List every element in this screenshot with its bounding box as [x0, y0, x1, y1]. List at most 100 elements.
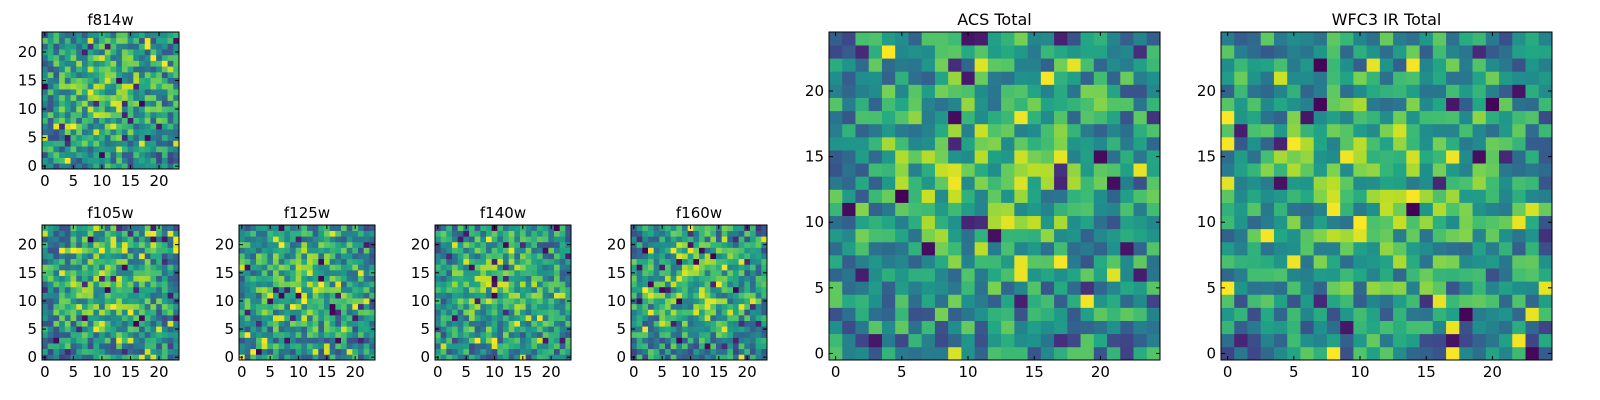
heatmap-cell [81, 326, 89, 333]
heatmap-cell [531, 247, 538, 254]
heatmap-cell [687, 247, 694, 254]
heatmap-cell [1234, 215, 1248, 230]
heatmap-cell [346, 343, 353, 350]
heatmap-cell [653, 225, 660, 231]
heatmap-cell [1260, 163, 1275, 177]
heatmap-cell [116, 129, 123, 136]
heatmap-cell [744, 315, 751, 321]
heatmap-cell [150, 309, 157, 316]
heatmap-cell [87, 320, 94, 327]
heatmap-cell [463, 253, 470, 260]
heatmap-cell [486, 298, 493, 305]
heatmap-cell [1093, 189, 1108, 203]
heatmap-cell [250, 326, 257, 333]
heatmap-cell [1054, 307, 1068, 321]
heatmap-cell [1485, 84, 1500, 98]
heatmap-cell [682, 303, 689, 310]
heatmap-cell [1472, 268, 1487, 282]
heatmap-cell [64, 253, 71, 260]
heatmap-cell [1133, 97, 1148, 112]
heatmap-cell [307, 343, 314, 350]
heatmap-cell [948, 71, 962, 85]
heatmap-cell [1234, 97, 1248, 112]
heatmap-cell [1472, 58, 1487, 72]
heatmap-cell [1538, 346, 1553, 361]
heatmap-cell [1133, 58, 1148, 72]
heatmap-cell [81, 134, 89, 141]
heatmap-cell [99, 258, 106, 265]
heatmap-cell [99, 117, 106, 124]
heatmap-cell [161, 247, 168, 254]
heatmap-cell [440, 348, 447, 355]
heatmap-cell [42, 292, 49, 299]
heatmap-cell [855, 333, 870, 348]
heatmap-cell [934, 215, 949, 230]
heatmap-cell [1300, 32, 1315, 46]
heatmap-cell [1247, 123, 1262, 138]
heatmap-cell [127, 286, 134, 293]
heatmap-cell [87, 134, 94, 141]
heatmap-cell [1067, 58, 1081, 72]
heatmap-cell [508, 331, 515, 338]
heatmap-cell [636, 236, 643, 243]
heatmap-cell [565, 264, 572, 271]
heatmap-cell [53, 225, 60, 231]
heatmap-cell [278, 320, 285, 327]
heatmap-cell [42, 309, 49, 316]
heatmap-cell [341, 354, 348, 361]
heatmap-cell [1459, 320, 1473, 335]
heatmap-cell [699, 337, 706, 344]
heatmap-cell [133, 94, 140, 101]
heatmap-cell [161, 320, 168, 327]
heatmap-cell [1001, 136, 1015, 151]
heatmap-cell [53, 163, 60, 170]
heatmap-cell [76, 225, 83, 231]
heatmap-cell [1080, 255, 1095, 269]
heatmap-cell [1340, 58, 1354, 72]
heatmap-cell [1525, 163, 1540, 177]
heatmap-cell [653, 230, 660, 237]
heatmap-cell [1326, 215, 1341, 230]
heatmap-cell [1432, 136, 1447, 151]
heatmap-cell [139, 94, 146, 101]
heatmap-cell [312, 331, 319, 338]
heatmap-cell [508, 264, 515, 271]
heatmap-cell [1120, 58, 1134, 72]
heatmap-cell [761, 309, 768, 316]
heatmap-cell [104, 225, 111, 231]
heatmap-cell [110, 309, 117, 316]
heatmap-cell [150, 111, 157, 118]
heatmap-cells-f160w [631, 225, 768, 361]
heatmap-cell [267, 253, 274, 260]
heatmap-cell [761, 320, 768, 327]
heatmap-cell [341, 258, 348, 265]
heatmap-cell [1093, 97, 1108, 112]
heatmap-cell [133, 140, 140, 147]
heatmap-cell [1107, 268, 1121, 282]
heatmap-cell [659, 258, 666, 265]
heatmap-cell [537, 236, 544, 243]
heatmap-cell [508, 309, 515, 316]
heatmap-cell [503, 292, 510, 299]
heatmap-cell [687, 320, 694, 327]
heatmap-cell [721, 309, 728, 316]
heatmap-cell [156, 275, 163, 282]
heatmap-cell [987, 294, 1002, 308]
heatmap-cell [682, 270, 689, 276]
heatmap-cell [642, 247, 649, 254]
heatmap-cell [1340, 268, 1354, 282]
heatmap-cell [284, 275, 291, 282]
heatmap-cell [173, 309, 180, 316]
heatmap-cell [934, 268, 949, 282]
heatmap-cell [908, 189, 923, 203]
heatmap-cell [1499, 202, 1513, 217]
heatmap-cell [150, 292, 157, 299]
heatmap-cell [87, 286, 94, 293]
heatmap-cell [59, 230, 66, 237]
heatmap-cell [659, 298, 666, 305]
heatmap-cell [665, 337, 672, 344]
heatmap-cell [273, 225, 280, 231]
heatmap-cell [244, 264, 251, 271]
heatmap-cell [116, 337, 123, 344]
heatmap-cell [1446, 202, 1460, 217]
